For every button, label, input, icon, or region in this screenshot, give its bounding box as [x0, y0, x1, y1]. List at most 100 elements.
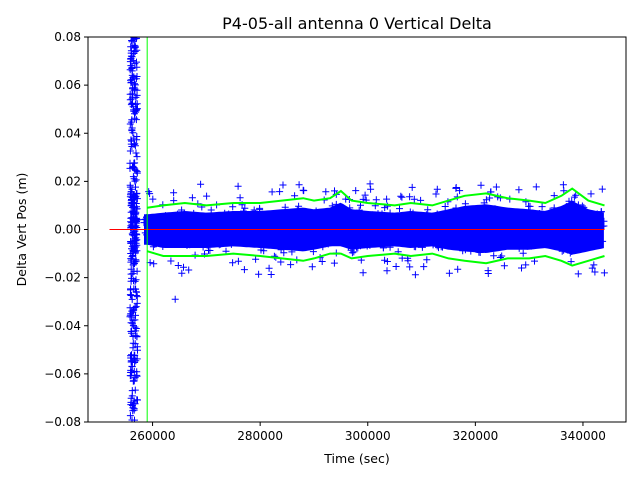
data-point-marker — [145, 188, 153, 196]
data-point-marker — [305, 213, 313, 221]
data-point-marker — [234, 257, 242, 265]
data-point-marker — [393, 214, 401, 222]
y-axis-label: Delta Vert Pos (m) — [14, 173, 29, 287]
data-point-marker — [127, 222, 135, 230]
data-point-marker — [507, 224, 515, 232]
data-point-marker — [328, 202, 336, 210]
data-point-marker — [452, 204, 460, 212]
x-tick-label: 260000 — [130, 429, 176, 443]
data-point-marker — [149, 195, 157, 203]
data-point-marker — [131, 159, 139, 167]
data-point-marker — [127, 255, 135, 263]
data-point-marker — [156, 220, 164, 228]
data-point-marker — [126, 181, 134, 189]
data-point-marker — [417, 216, 425, 224]
data-point-marker — [127, 55, 135, 63]
data-point-marker — [361, 191, 369, 199]
data-point-marker — [591, 230, 598, 238]
data-point-marker — [378, 233, 386, 241]
data-point-marker — [291, 192, 299, 200]
data-point-marker — [267, 271, 275, 278]
data-point-marker — [433, 242, 441, 250]
data-point-marker — [554, 232, 562, 240]
data-point-marker — [355, 206, 363, 214]
data-point-marker — [132, 303, 140, 311]
data-point-marker — [308, 263, 316, 271]
data-point-marker — [133, 58, 140, 66]
data-point-marker — [452, 232, 460, 240]
data-point-marker — [210, 217, 218, 224]
data-point-marker — [133, 293, 141, 301]
data-point-marker — [409, 209, 417, 217]
data-point-marker — [255, 270, 263, 278]
data-point-marker — [162, 234, 169, 242]
x-axis-label: Time (sec) — [323, 451, 389, 466]
x-tick-label: 320000 — [452, 429, 498, 443]
data-point-marker — [529, 212, 537, 220]
data-point-marker — [396, 239, 403, 247]
y-tick-label: 0.06 — [54, 78, 81, 92]
data-point-marker — [127, 328, 135, 335]
data-point-marker — [350, 248, 358, 256]
data-point-marker — [342, 229, 350, 236]
y-axis-ticks: −0.08 −0.06 −0.04 −0.02 0.00 0.02 0.04 0.06 0.08 — [44, 30, 88, 429]
data-point-marker — [312, 207, 320, 215]
data-point-marker — [401, 231, 409, 239]
data-point-marker — [344, 243, 352, 251]
data-point-marker — [429, 241, 437, 249]
data-point-marker — [479, 225, 487, 233]
data-point-marker — [130, 377, 137, 385]
data-point-marker — [600, 269, 608, 277]
data-point-marker — [174, 262, 182, 269]
y-tick-label: −0.04 — [44, 319, 81, 333]
data-point-marker — [303, 242, 311, 250]
data-point-marker — [423, 256, 431, 264]
data-point-marker — [448, 237, 456, 245]
lower-envelope-line — [146, 250, 605, 267]
data-point-marker — [168, 219, 176, 227]
data-point-marker — [566, 208, 574, 216]
data-point-marker — [397, 192, 405, 200]
data-point-marker — [531, 257, 538, 265]
data-point-marker — [574, 270, 582, 278]
data-point-marker — [322, 213, 329, 221]
data-point-marker — [392, 263, 400, 270]
data-point-marker — [134, 396, 141, 404]
data-point-marker — [498, 252, 506, 260]
data-point-marker — [597, 208, 605, 216]
data-point-marker — [460, 226, 468, 234]
data-point-marker — [295, 181, 303, 189]
data-point-marker — [517, 229, 525, 237]
data-point-marker — [133, 355, 141, 363]
data-point-marker — [188, 194, 196, 202]
data-point-marker — [131, 60, 139, 68]
data-point-marker — [592, 227, 600, 235]
data-point-marker — [129, 270, 137, 278]
data-point-marker — [421, 239, 429, 247]
data-point-marker — [297, 220, 305, 228]
data-point-marker — [482, 196, 490, 204]
data-point-marker — [535, 210, 543, 218]
data-point-marker — [287, 240, 295, 247]
data-point-marker — [269, 222, 277, 230]
data-point-marker — [199, 243, 207, 251]
data-point-marker — [331, 231, 339, 239]
data-point-marker — [487, 240, 495, 248]
data-point-marker — [559, 181, 567, 189]
data-point-marker — [198, 238, 206, 246]
data-point-marker — [568, 197, 576, 205]
data-point-marker — [359, 212, 367, 220]
data-point-marker — [128, 95, 136, 103]
y-tick-label: 0.02 — [54, 174, 81, 188]
data-point-marker — [229, 203, 237, 211]
data-point-marker — [229, 259, 237, 267]
data-point-marker — [494, 213, 502, 221]
data-point-marker — [129, 308, 137, 316]
x-axis-ticks: 260000 280000 300000 320000 340000 — [130, 422, 606, 443]
data-point-marker — [292, 238, 300, 246]
data-point-marker — [464, 231, 472, 239]
data-point-marker — [186, 241, 194, 249]
data-point-marker — [439, 240, 446, 248]
data-point-marker — [287, 261, 295, 269]
data-point-marker — [383, 195, 391, 203]
